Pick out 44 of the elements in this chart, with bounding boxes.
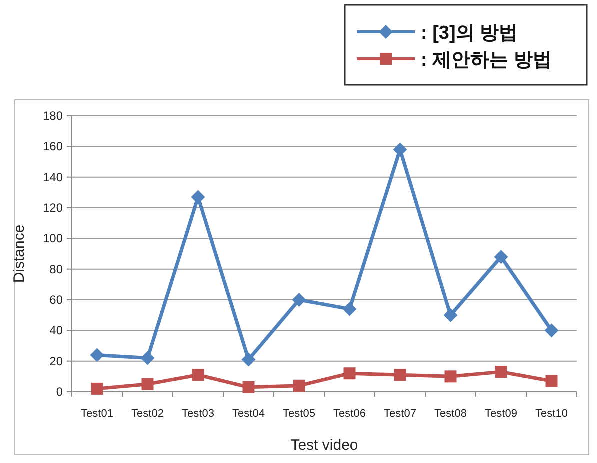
x-tick-label: Test06 [334, 408, 366, 420]
point [242, 381, 255, 394]
x-tick-label: Test05 [283, 408, 316, 420]
point [393, 142, 408, 157]
point [444, 370, 457, 383]
y-axis-title: Distance [11, 224, 28, 284]
y-tick-label: 60 [50, 293, 64, 307]
x-tick-label: Test01 [81, 408, 114, 420]
x-tick-label: Test04 [232, 408, 265, 420]
point [242, 352, 256, 367]
point [544, 324, 559, 338]
y-tick-label: 180 [42, 109, 64, 123]
point [344, 368, 356, 380]
y-tick-label: 100 [42, 232, 64, 246]
legend-label: : [3]의 방법 [421, 23, 518, 44]
x-tick-label: Test02 [132, 408, 164, 420]
point [91, 382, 104, 395]
x-tick-label: Test10 [536, 408, 568, 420]
point [394, 369, 406, 382]
x-axis-title: Test video [290, 437, 358, 454]
legend-label: : 제안하는 방법 [421, 50, 552, 71]
x-tick-label: Test08 [434, 408, 467, 420]
point [292, 293, 306, 307]
point [90, 348, 104, 362]
point [192, 369, 204, 382]
point [444, 308, 458, 322]
x-tick-label: Test07 [384, 408, 416, 420]
point [342, 302, 357, 316]
x-tick-label: Test09 [485, 408, 518, 420]
y-tick-label: 140 [42, 170, 64, 184]
point [140, 351, 155, 366]
point [142, 378, 154, 390]
y-tick-label: 20 [50, 354, 64, 368]
y-tick-label: 160 [42, 140, 64, 154]
point [293, 380, 306, 392]
point [494, 250, 508, 264]
point [546, 375, 558, 388]
y-tick-label: 40 [50, 324, 64, 338]
point [495, 366, 508, 378]
x-tick-label: Test03 [182, 408, 214, 420]
y-tick-label: 120 [42, 201, 64, 215]
y-tick-label: 80 [50, 262, 64, 276]
point [191, 190, 206, 204]
y-tick-label: 0 [56, 385, 64, 399]
